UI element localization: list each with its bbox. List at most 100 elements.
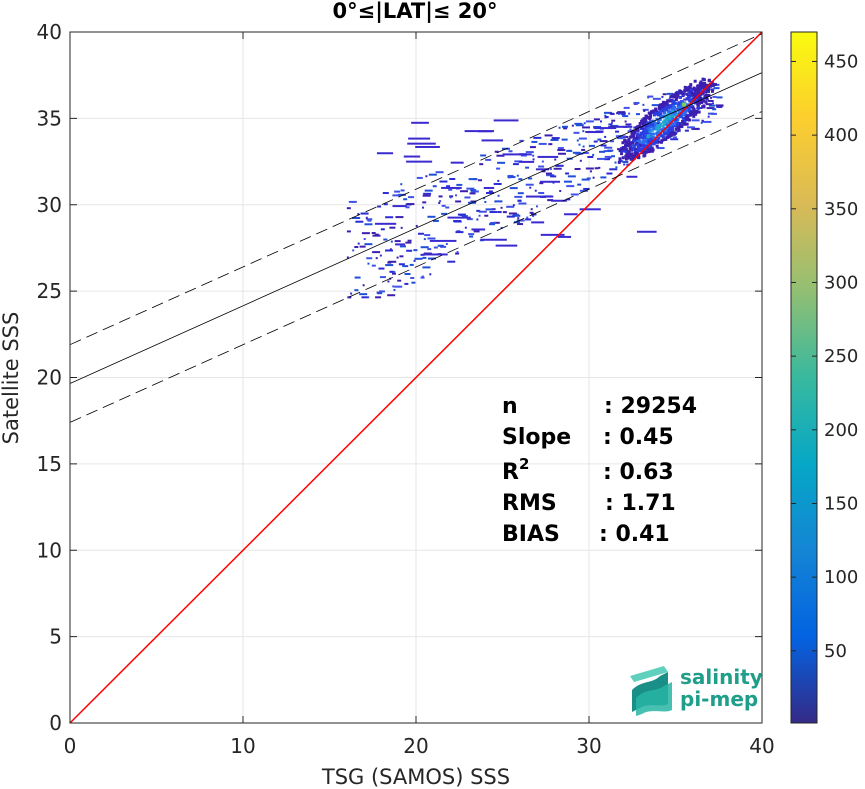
density-bin	[652, 120, 656, 124]
density-bin	[597, 157, 606, 160]
density-bin	[349, 296, 352, 299]
density-bin	[500, 206, 503, 209]
density-bin	[615, 166, 618, 169]
density-bin	[623, 163, 626, 166]
density-bin	[453, 220, 462, 223]
density-bin	[646, 126, 650, 130]
density-bin	[599, 140, 608, 143]
density-bin	[649, 138, 653, 142]
density-bin	[636, 132, 640, 136]
density-bin	[385, 216, 394, 219]
density-bin	[643, 140, 647, 144]
density-bin	[405, 241, 412, 244]
density-bin	[696, 85, 700, 89]
density-bin	[597, 138, 602, 141]
density-bin	[660, 115, 664, 119]
density-bin	[692, 86, 696, 90]
density-bin	[689, 110, 693, 114]
fit-band-upper	[69, 33, 763, 346]
density-bin	[657, 119, 661, 123]
density-bin	[606, 172, 613, 175]
density-bin	[658, 124, 662, 128]
logo-line1: salinity	[680, 665, 763, 689]
density-bin	[507, 176, 516, 179]
density-bin	[420, 253, 425, 256]
density-bin	[680, 124, 684, 128]
density-bin	[538, 165, 545, 168]
density-bin	[640, 126, 644, 130]
density-bin	[446, 185, 451, 188]
density-bin	[517, 192, 524, 195]
density-bin	[456, 251, 459, 254]
density-bin	[367, 296, 370, 299]
density-bin	[367, 262, 370, 265]
density-bin	[537, 155, 559, 158]
density-bin	[541, 170, 546, 173]
density-bin	[632, 135, 636, 139]
density-bin	[705, 97, 709, 101]
density-bin	[621, 149, 625, 153]
density-bin	[357, 213, 360, 216]
density-bin	[682, 117, 686, 121]
density-bin	[668, 118, 672, 122]
density-bin	[672, 93, 676, 97]
density-bin	[493, 182, 502, 185]
density-bin	[618, 149, 622, 153]
density-bin	[541, 160, 544, 163]
density-bin	[423, 238, 426, 241]
density-bin	[609, 168, 618, 171]
density-bin	[662, 132, 666, 136]
density-bin	[645, 141, 649, 145]
density-bin	[385, 264, 394, 267]
density-bin	[678, 111, 682, 115]
fit-line	[69, 72, 763, 384]
density-bin	[607, 149, 614, 152]
density-bin	[496, 154, 505, 157]
density-bin	[485, 208, 494, 211]
density-bin	[557, 235, 572, 238]
density-bin	[538, 192, 545, 195]
density-bin	[710, 82, 714, 86]
density-bin	[691, 93, 695, 97]
density-bin	[668, 129, 672, 133]
density-bin	[390, 240, 393, 243]
y-tick-label: 25	[37, 279, 62, 303]
density-bin	[437, 244, 444, 247]
density-bin	[661, 120, 665, 124]
density-bin	[681, 119, 685, 123]
density-bin	[694, 89, 698, 93]
density-bin	[534, 189, 537, 192]
density-bin	[529, 211, 534, 214]
density-bin	[574, 122, 583, 125]
density-bin	[663, 102, 667, 106]
density-bin	[621, 147, 625, 151]
density-bin	[670, 126, 674, 130]
stat-value: : 29254	[604, 394, 697, 419]
density-bin	[644, 115, 648, 119]
density-bin	[677, 124, 681, 128]
density-bin	[621, 141, 625, 145]
density-bin	[604, 146, 613, 149]
y-tick-label: 5	[49, 625, 62, 649]
density-bin	[690, 95, 697, 98]
density-bin	[379, 276, 386, 279]
density-bin	[687, 107, 691, 111]
density-bin	[550, 175, 557, 178]
density-bin	[704, 100, 708, 104]
density-bin	[408, 196, 415, 199]
density-bin	[626, 153, 630, 157]
stat-value: : 0.45	[603, 425, 674, 450]
density-bin	[641, 141, 645, 145]
density-bin	[525, 166, 530, 169]
density-bin	[642, 118, 646, 122]
density-bin	[371, 232, 376, 235]
density-bin	[675, 95, 679, 99]
density-bin	[628, 112, 631, 115]
colorbar-tick-label: 200	[824, 420, 858, 441]
density-bin	[623, 106, 630, 109]
density-bin	[546, 174, 555, 177]
density-bin	[400, 189, 405, 192]
density-bin	[516, 174, 519, 177]
density-bin	[698, 101, 702, 105]
density-bin	[672, 99, 676, 103]
